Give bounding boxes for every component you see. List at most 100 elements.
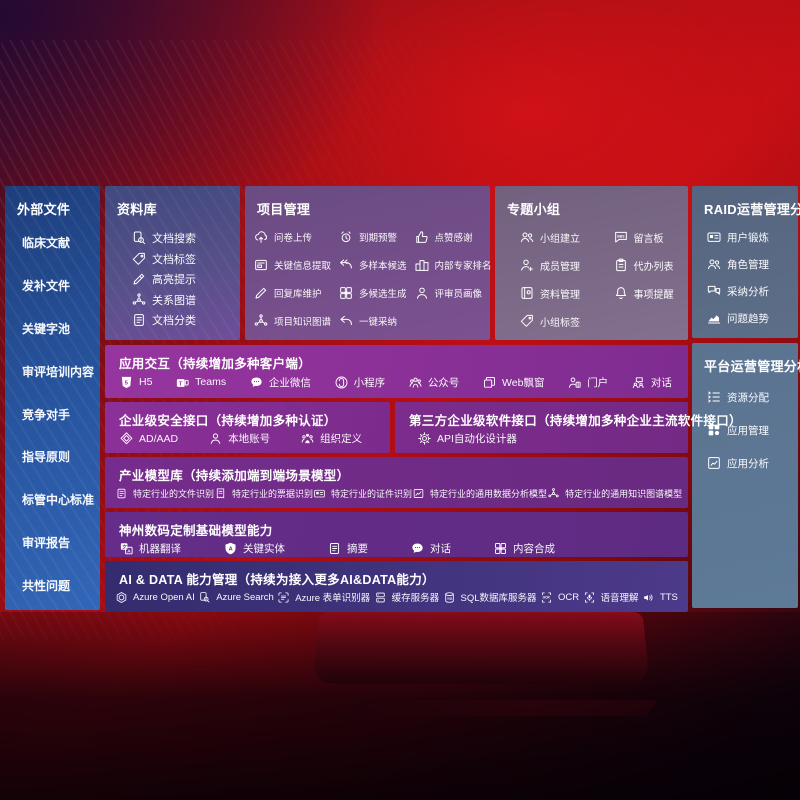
external-file-item[interactable]: 发补文件 [22,277,100,294]
client-item[interactable]: 5 H5 [119,375,152,390]
external-file-item[interactable]: 审评报告 [22,534,100,551]
raid-item[interactable]: 角色管理 [706,256,798,272]
raid-list: 用户锻炼角色管理采纳分析问题趋势 [692,218,798,338]
feature-label: 多候选生成 [359,289,407,300]
project-item[interactable]: 项目知识图谱 [253,313,331,329]
base-model-item[interactable]: 内容合成 [493,541,555,556]
external-file-item[interactable]: 共性问题 [22,577,100,594]
feature-label: 高亮提示 [152,274,196,286]
feature-label: 关键实体 [243,543,285,555]
topic-group-title: 专题小组 [507,202,561,217]
project-item[interactable]: 内部专家排名 [414,257,492,273]
project-item[interactable]: 回复库维护 [253,285,331,301]
project-management-box: 项目管理 问卷上传 到期预警 点赞感谢 关键信息提取 多样本候选 内部专家排名 回复库维护 多… [245,186,492,340]
client-item[interactable]: 企业微信 [249,375,311,390]
project-item[interactable]: 一键采纳 [338,313,407,329]
third-party-list: API自动化设计器 [395,429,688,454]
puzzle-icon [493,541,508,556]
raid-item[interactable]: 问题趋势 [706,310,798,326]
topic-group-item[interactable]: 事项提醒 [613,285,683,301]
base-model-item[interactable]: 对话 [410,541,451,556]
raid-item[interactable]: 用户锻炼 [706,229,798,245]
project-item[interactable]: 多候选生成 [338,285,407,301]
platform-title: 平台运营管理分析 [704,359,800,374]
third-party-title: 第三方企业级软件接口（持续增加多种企业主流软件接口） [409,414,742,428]
base-model-item[interactable]: A 关键实体 [223,541,285,556]
project-item[interactable]: 点赞感谢 [414,229,492,245]
industry-model-item[interactable]: 特定行业的通用数据分析模型 [412,487,547,500]
topic-group-item[interactable]: 代办列表 [613,257,683,273]
ai-data-item[interactable]: SQL SQL数据库服务器 [443,590,537,604]
ai-data-item[interactable]: OCR OCR [540,591,579,604]
org-icon [300,431,315,446]
topic-group-list: 小组建立 BBS 留言板成员管理 代办列表资料管理 事项提醒小组标签 [495,218,688,340]
feature-label: 缓存服务器 [391,593,440,604]
library-item[interactable]: 文档搜索 [131,230,240,246]
security-title: 企业级安全接口（持续增加多种认证） [119,414,337,428]
client-item[interactable]: 对话 [631,375,672,390]
form-recognizer-icon [277,591,290,604]
ai-data-item[interactable]: 缓存服务器 [374,590,440,604]
topic-group-item[interactable]: 成员管理 [519,257,589,273]
project-item[interactable]: 评审员画像 [414,285,492,301]
client-item[interactable]: Web飘窗 [482,375,544,390]
external-file-item[interactable]: 关键字池 [22,320,100,337]
ai-data-item[interactable]: 语音理解 [583,590,639,604]
topic-group-item[interactable]: 资料管理 [519,285,589,301]
library-item[interactable]: 文档分类 [131,312,240,328]
client-item[interactable]: 门户 [567,375,608,390]
platform-list: 资源分配应用管理应用分析 [692,375,798,471]
feature-label: 资料管理 [540,289,580,301]
library-box: 资料库 文档搜索 文档标签 高亮提示 关系图谱 文档分类 [105,186,240,340]
receipt-icon [214,487,227,500]
library-item[interactable]: 文档标签 [131,251,240,267]
security-band: 企业级安全接口（持续增加多种认证） AD/AAD 本地账号 组织定义 [105,402,390,453]
raid-item[interactable]: 采纳分析 [706,283,798,299]
project-item[interactable]: 关键信息提取 [253,257,331,273]
client-item[interactable]: 小程序 [334,375,385,390]
industry-model-item[interactable]: 特定行业的通用知识图谱模型 [547,487,682,500]
interaction-band: 应用交互（持续增加多种客户端） 5 H5 T Teams 企业微信 小程序 公众号 Web飘窗… [105,345,688,398]
teams-icon: T [175,375,190,390]
ai-data-item[interactable]: TTS [642,591,678,604]
cloud-upload-icon [253,229,269,245]
project-item[interactable]: 到期预警 [338,229,407,245]
feature-label: 机器翻译 [139,543,181,555]
client-item[interactable]: T Teams [175,375,226,390]
industry-model-item[interactable]: 特定行业的文件识别 [115,487,214,500]
ai-data-item[interactable]: Azure Open AI [115,591,195,604]
external-file-item[interactable]: 审评培训内容 [22,363,100,380]
ai-data-item[interactable]: Azure Search [198,591,274,604]
feature-label: 内容合成 [513,543,555,555]
project-item[interactable]: 问卷上传 [253,229,331,245]
external-file-item[interactable]: 竞争对手 [22,406,100,423]
auth-item[interactable]: AD/AAD [119,431,178,446]
base-model-item[interactable]: 摘要 [327,541,368,556]
industry-model-item[interactable]: 特定行业的票据识别 [214,487,313,500]
auth-item[interactable]: 组织定义 [300,431,362,446]
graph-icon [253,313,269,329]
topic-group-item[interactable]: BBS 留言板 [613,229,683,245]
client-item[interactable]: 公众号 [408,375,459,390]
auth-item[interactable]: 本地账号 [208,431,270,446]
doc-search-icon [131,230,147,246]
tag-icon [131,251,147,267]
topic-group-item[interactable]: 小组建立 [519,229,589,245]
raid-title: RAID运营管理分析 [704,202,800,217]
third-party-item[interactable]: API自动化设计器 [417,431,517,446]
external-file-item[interactable]: 临床文献 [22,234,100,251]
feature-label: 审评报告 [22,536,71,551]
library-item[interactable]: 高亮提示 [131,271,240,287]
platform-item[interactable]: 资源分配 [706,389,798,405]
external-file-item[interactable]: 标管中心标准 [22,491,100,508]
project-item[interactable]: 多样本候选 [338,257,407,273]
platform-item[interactable]: 应用分析 [706,455,798,471]
ai-data-item[interactable]: Azure 表单识别器 [277,590,370,604]
industry-model-item[interactable]: 特定行业的证件识别 [313,487,412,500]
base-model-item[interactable]: 文 A 机器翻译 [119,541,181,556]
feature-label: Azure Search [216,591,274,603]
topic-group-item[interactable]: 小组标签 [519,313,589,329]
external-file-item[interactable]: 指导原则 [22,448,100,465]
library-item[interactable]: 关系图谱 [131,292,240,308]
platform-item[interactable]: 应用管理 [706,422,798,438]
